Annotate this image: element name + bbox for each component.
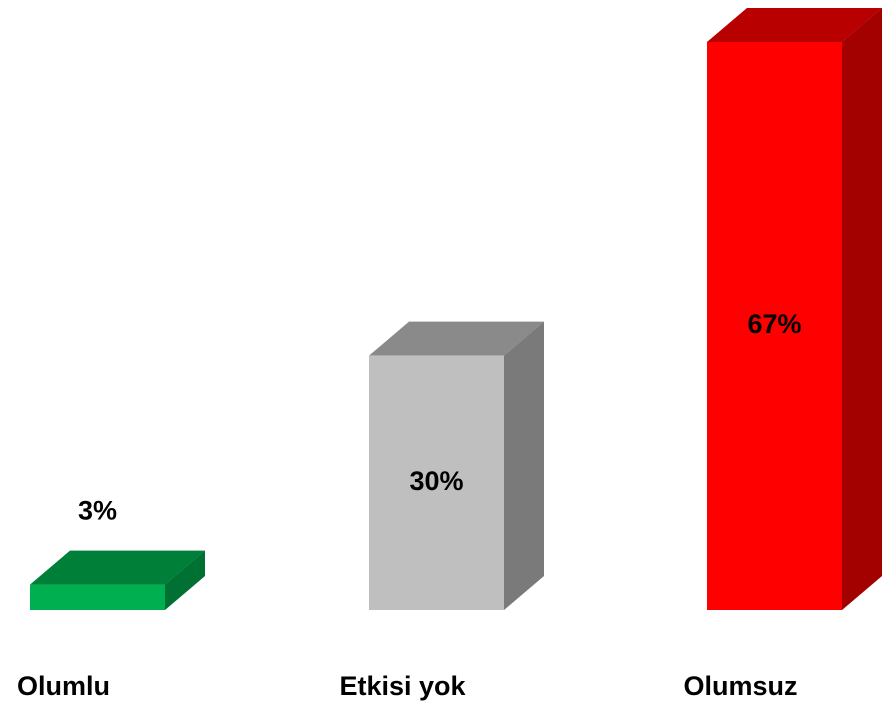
- x-tick-label: Olumlu: [17, 671, 110, 701]
- bar-top: [369, 321, 544, 356]
- value-label: 67%: [747, 309, 801, 339]
- bar-side: [165, 550, 205, 610]
- value-label: 3%: [78, 496, 117, 526]
- bar: [707, 42, 842, 610]
- bar-top-shade: [707, 8, 882, 42]
- bar: [30, 584, 165, 610]
- bar-top: [30, 550, 205, 585]
- bar-side-shade: [504, 321, 544, 610]
- bar-top: [707, 8, 882, 42]
- bar: [369, 355, 504, 610]
- bar-side: [504, 321, 544, 610]
- value-label: 30%: [409, 466, 463, 496]
- x-tick-label: Olumsuz: [683, 671, 797, 701]
- bar-top-shade: [30, 550, 205, 585]
- bar-side-shade: [165, 550, 205, 610]
- bar-top-shade: [369, 321, 544, 356]
- bar-side: [842, 8, 882, 610]
- bar-side-shade: [842, 8, 882, 610]
- x-tick-label: Etkisi yok: [339, 671, 466, 701]
